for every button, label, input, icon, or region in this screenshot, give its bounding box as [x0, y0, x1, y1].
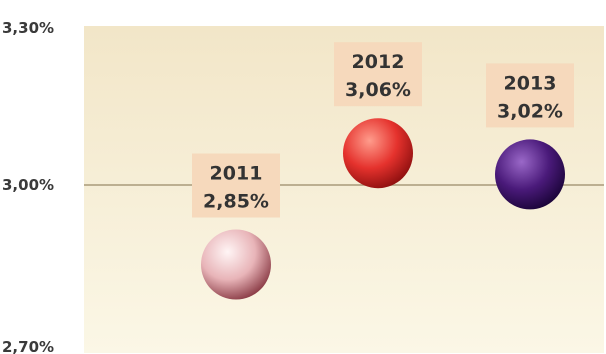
value-label: 2,85% [203, 191, 269, 213]
data-point-2011: 2011 2,85% [192, 153, 280, 300]
y-tick-label: 3,30% [2, 19, 54, 37]
data-label-box [334, 42, 422, 107]
data-label-box [486, 63, 574, 128]
data-label-box [192, 153, 280, 218]
year-label: 2013 [504, 72, 557, 94]
value-label: 3,02% [497, 100, 563, 122]
sphere-marker [495, 139, 565, 210]
data-point-2013: 2013 3,02% [486, 63, 574, 210]
year-label: 2012 [352, 51, 405, 73]
y-tick-label: 2,70% [2, 338, 54, 354]
data-points: 2011 2,85% 2012 3,06% 2013 3,02% [192, 42, 574, 300]
sphere-marker [201, 229, 271, 300]
value-label: 3,06% [345, 79, 411, 101]
data-point-2012: 2012 3,06% [334, 42, 422, 189]
year-label: 2011 [210, 163, 263, 185]
y-axis: 3,30% 3,00% 2,70% [2, 19, 54, 354]
y-tick-label: 3,00% [2, 176, 54, 194]
sphere-marker [343, 118, 413, 189]
